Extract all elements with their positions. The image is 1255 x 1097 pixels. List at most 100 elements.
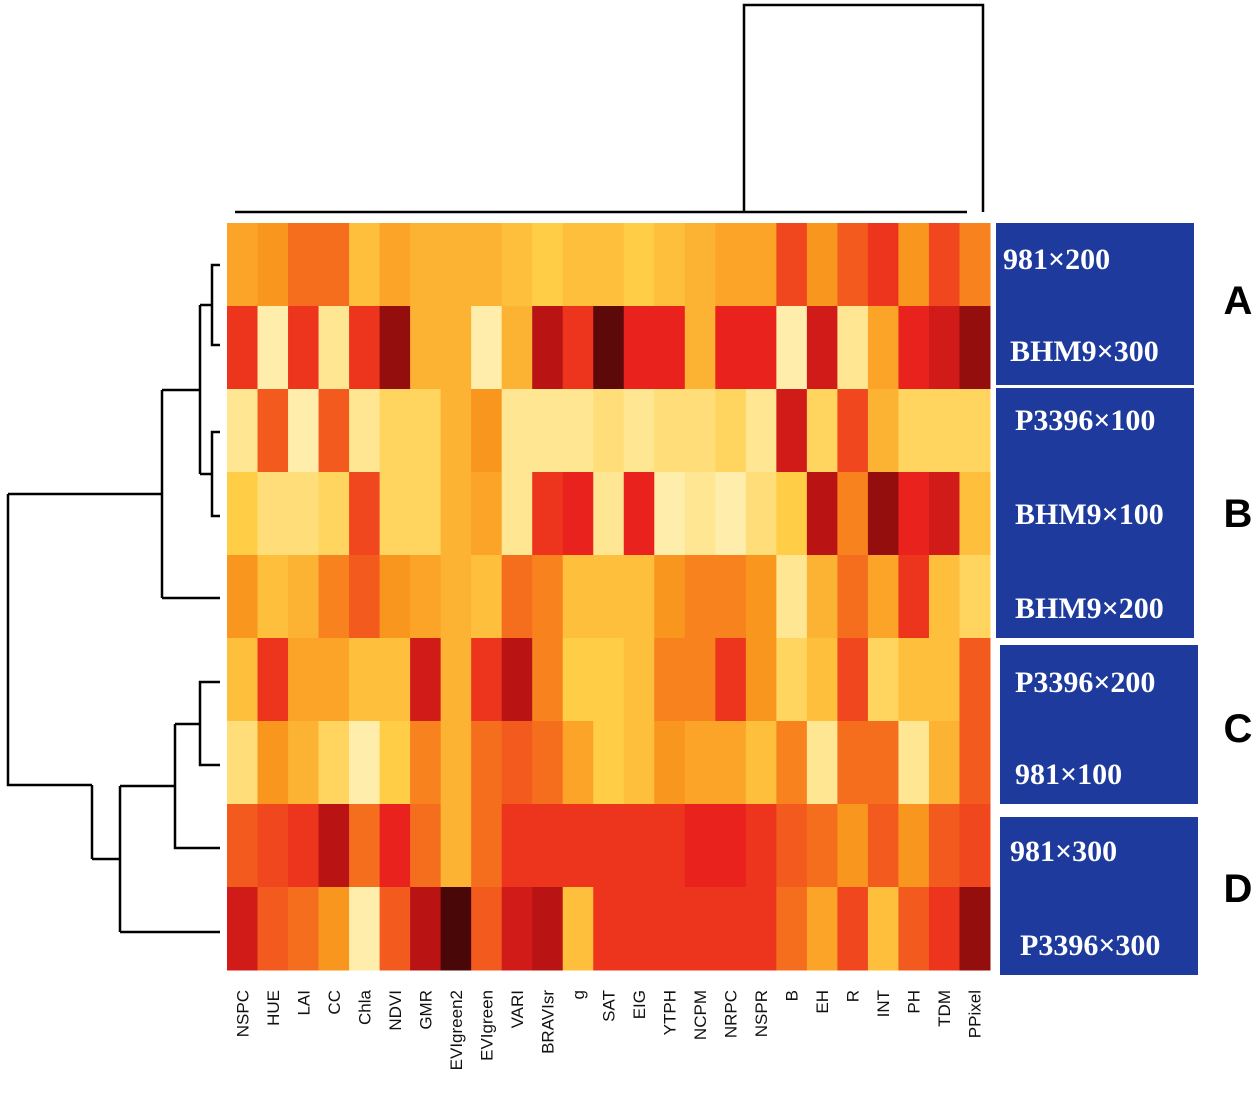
heatmap-cell: [623, 638, 655, 722]
heatmap-cell: [501, 389, 533, 473]
heatmap-cell: [806, 223, 838, 307]
heatmap-cell: [532, 223, 564, 307]
heatmap-cell: [623, 721, 655, 805]
heatmap-cell: [318, 638, 350, 722]
heatmap-cell: [745, 223, 777, 307]
heatmap-cell: [928, 887, 960, 971]
heatmap-cell: [410, 638, 442, 722]
heatmap-cell: [471, 306, 503, 390]
heatmap-cell: [349, 555, 381, 639]
heatmap-cell: [928, 555, 960, 639]
heatmap-cell: [501, 804, 533, 888]
heatmap-cell: [928, 638, 960, 722]
heatmap-cell: [867, 887, 899, 971]
heatmap-cell: [684, 721, 716, 805]
heatmap-cell: [684, 638, 716, 722]
row-label: 981×300: [1010, 835, 1117, 868]
heatmap-cell: [959, 638, 991, 722]
heatmap-cell: [837, 389, 869, 473]
heatmap-cell: [532, 555, 564, 639]
heatmap-cell: [745, 389, 777, 473]
heatmap-cell: [654, 472, 686, 556]
column-label: R: [844, 990, 863, 1002]
group-letter: D: [1224, 867, 1253, 911]
heatmap-cell: [440, 223, 472, 307]
row-label: BHM9×200: [1015, 592, 1164, 625]
heatmap-cell: [257, 472, 289, 556]
heatmap-cell: [684, 389, 716, 473]
heatmap-cell: [562, 721, 594, 805]
heatmap-cell: [928, 306, 960, 390]
heatmap-cell: [410, 306, 442, 390]
heatmap-cell: [501, 223, 533, 307]
heatmap-cell: [776, 804, 808, 888]
heatmap-cell: [440, 472, 472, 556]
heatmap-cell: [623, 472, 655, 556]
heatmap-cell: [867, 721, 899, 805]
column-labels: NSPC HUE LAI CC Chla NDVI GMR EVIgreen2 EVIgreen…: [233, 989, 984, 1070]
heatmap-cell: [532, 887, 564, 971]
column-label: NRPC: [722, 990, 741, 1038]
heatmap-cell: [654, 389, 686, 473]
heatmap-cell: [806, 638, 838, 722]
heatmap-cell: [654, 721, 686, 805]
heatmap-cell: [593, 306, 625, 390]
heatmap-cell: [684, 472, 716, 556]
heatmap-cell: [562, 306, 594, 390]
heatmap-cell: [593, 887, 625, 971]
heatmap-cell: [928, 721, 960, 805]
heatmap-cell: [776, 306, 808, 390]
heatmap-cells: [227, 223, 991, 971]
heatmap-cell: [959, 804, 991, 888]
heatmap-cell: [288, 721, 320, 805]
heatmap-cell: [867, 389, 899, 473]
heatmap-cell: [837, 472, 869, 556]
heatmap-cell: [898, 472, 930, 556]
heatmap-cell: [867, 306, 899, 390]
heatmap-cell: [318, 721, 350, 805]
heatmap-cell: [288, 306, 320, 390]
heatmap-cell: [288, 389, 320, 473]
heatmap-cell: [440, 887, 472, 971]
heatmap-cell: [227, 638, 259, 722]
heatmap-cell: [318, 223, 350, 307]
heatmap-cell: [867, 638, 899, 722]
heatmap-cell: [837, 804, 869, 888]
heatmap-cell: [623, 887, 655, 971]
heatmap-cell: [562, 555, 594, 639]
heatmap-cell: [898, 721, 930, 805]
heatmap-cell: [257, 555, 289, 639]
heatmap-cell: [501, 555, 533, 639]
heatmap-cell: [349, 389, 381, 473]
heatmap-cell: [654, 555, 686, 639]
heatmap-cell: [471, 887, 503, 971]
heatmap-cell: [227, 223, 259, 307]
heatmap-cell: [837, 721, 869, 805]
heatmap-cell: [715, 472, 747, 556]
heatmap-cell: [593, 804, 625, 888]
heatmap-cell: [257, 638, 289, 722]
heatmap-cell: [471, 389, 503, 473]
heatmap-cell: [471, 804, 503, 888]
column-label: EVIgreen: [477, 990, 496, 1061]
heatmap-cell: [593, 223, 625, 307]
heatmap-cell: [776, 887, 808, 971]
heatmap-cell: [532, 721, 564, 805]
heatmap-cell: [898, 389, 930, 473]
heatmap-cell: [349, 721, 381, 805]
heatmap-cell: [715, 887, 747, 971]
row-label: 981×100: [1015, 758, 1122, 791]
heatmap-cell: [959, 389, 991, 473]
heatmap-cell: [318, 555, 350, 639]
row-label: BHM9×300: [1010, 335, 1159, 368]
column-label: B: [783, 990, 802, 1001]
group-panel: [1000, 645, 1198, 804]
heatmap-cell: [379, 389, 411, 473]
row-label: 981×200: [1003, 243, 1110, 276]
heatmap-cell: [410, 804, 442, 888]
heatmap-cell: [257, 721, 289, 805]
heatmap-cell: [440, 721, 472, 805]
heatmap-cell: [440, 306, 472, 390]
heatmap-cell: [257, 887, 289, 971]
